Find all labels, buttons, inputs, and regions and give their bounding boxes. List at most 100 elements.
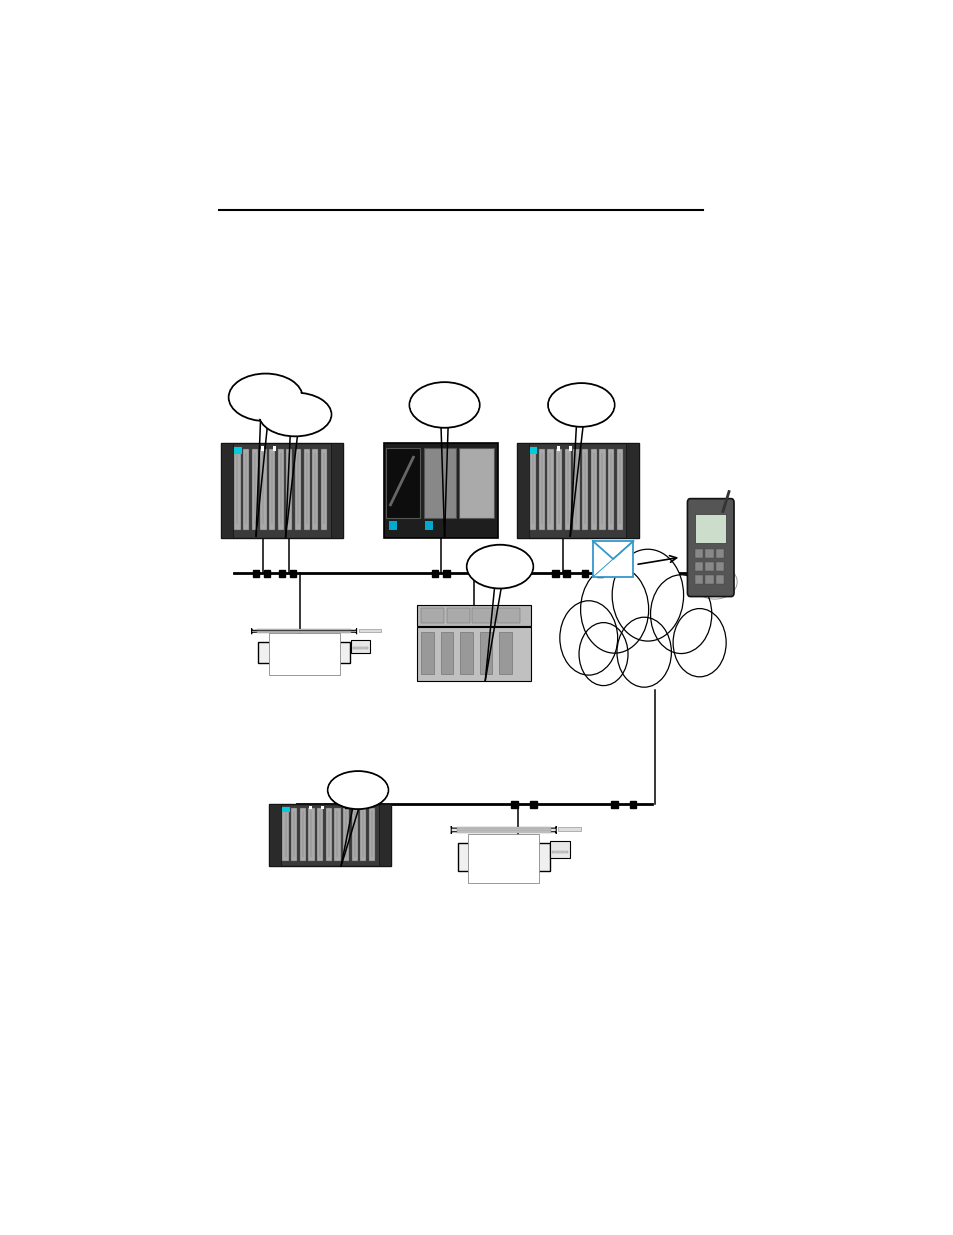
FancyBboxPatch shape [569,446,572,451]
FancyBboxPatch shape [573,448,578,530]
FancyBboxPatch shape [303,448,310,530]
FancyBboxPatch shape [695,562,702,571]
FancyBboxPatch shape [695,550,702,558]
FancyBboxPatch shape [704,574,713,584]
FancyBboxPatch shape [308,808,314,861]
FancyBboxPatch shape [385,448,420,519]
FancyBboxPatch shape [416,605,531,626]
FancyBboxPatch shape [261,446,264,451]
FancyBboxPatch shape [421,632,434,674]
FancyBboxPatch shape [695,514,725,543]
Ellipse shape [260,394,330,435]
Ellipse shape [258,393,331,436]
Circle shape [578,622,627,685]
FancyBboxPatch shape [342,808,349,861]
FancyBboxPatch shape [517,443,528,538]
FancyBboxPatch shape [282,808,289,861]
FancyBboxPatch shape [389,521,396,531]
FancyBboxPatch shape [351,640,370,653]
FancyBboxPatch shape [277,448,283,530]
FancyBboxPatch shape [517,443,638,538]
Ellipse shape [409,382,479,427]
FancyBboxPatch shape [460,632,473,674]
FancyBboxPatch shape [383,443,497,538]
FancyBboxPatch shape [695,574,702,584]
FancyBboxPatch shape [557,446,559,451]
FancyBboxPatch shape [715,550,723,558]
FancyBboxPatch shape [596,571,602,577]
FancyBboxPatch shape [456,827,550,829]
FancyBboxPatch shape [294,448,301,530]
FancyBboxPatch shape [288,636,319,640]
FancyBboxPatch shape [221,443,342,538]
FancyBboxPatch shape [278,571,285,577]
Circle shape [673,609,725,677]
FancyBboxPatch shape [530,448,536,530]
FancyBboxPatch shape [325,808,332,861]
FancyBboxPatch shape [358,629,381,632]
FancyBboxPatch shape [431,571,437,577]
FancyBboxPatch shape [345,802,352,808]
FancyBboxPatch shape [598,448,605,530]
Ellipse shape [467,547,532,587]
FancyBboxPatch shape [352,808,357,861]
Ellipse shape [466,545,533,589]
FancyBboxPatch shape [421,608,444,622]
FancyBboxPatch shape [260,448,266,530]
FancyBboxPatch shape [234,448,240,530]
FancyBboxPatch shape [616,448,622,530]
FancyBboxPatch shape [334,808,340,861]
Ellipse shape [549,385,613,425]
FancyBboxPatch shape [269,804,391,866]
FancyBboxPatch shape [312,448,318,530]
FancyBboxPatch shape [552,851,567,852]
FancyBboxPatch shape [269,448,274,530]
FancyBboxPatch shape [626,443,638,538]
FancyBboxPatch shape [511,802,517,808]
FancyBboxPatch shape [558,827,580,831]
Circle shape [580,566,648,653]
FancyBboxPatch shape [592,541,633,577]
FancyBboxPatch shape [360,808,366,861]
FancyBboxPatch shape [458,448,493,519]
FancyBboxPatch shape [440,632,453,674]
FancyBboxPatch shape [234,447,241,454]
FancyBboxPatch shape [498,632,511,674]
FancyBboxPatch shape [290,571,296,577]
FancyBboxPatch shape [253,571,259,577]
FancyBboxPatch shape [243,448,249,530]
FancyBboxPatch shape [556,448,561,530]
FancyBboxPatch shape [274,446,276,451]
FancyBboxPatch shape [457,844,549,872]
FancyBboxPatch shape [704,550,713,558]
FancyBboxPatch shape [715,562,723,571]
Ellipse shape [547,383,614,427]
FancyBboxPatch shape [456,830,550,831]
FancyBboxPatch shape [581,571,588,577]
FancyBboxPatch shape [456,831,550,832]
FancyBboxPatch shape [468,834,538,883]
FancyBboxPatch shape [550,841,569,858]
FancyBboxPatch shape [309,806,312,809]
FancyBboxPatch shape [590,448,597,530]
Circle shape [650,574,711,653]
FancyBboxPatch shape [321,806,324,809]
FancyBboxPatch shape [424,521,433,531]
Circle shape [612,550,683,641]
Ellipse shape [229,373,302,421]
FancyBboxPatch shape [488,837,518,841]
FancyBboxPatch shape [472,608,495,622]
FancyBboxPatch shape [629,802,636,808]
FancyBboxPatch shape [530,802,536,808]
FancyBboxPatch shape [264,571,270,577]
FancyBboxPatch shape [530,447,537,454]
FancyBboxPatch shape [378,804,391,866]
FancyBboxPatch shape [369,808,375,861]
Ellipse shape [328,771,388,809]
FancyBboxPatch shape [479,632,492,674]
FancyBboxPatch shape [552,571,558,577]
FancyBboxPatch shape [320,448,327,530]
Ellipse shape [329,773,387,808]
FancyBboxPatch shape [581,448,588,530]
FancyBboxPatch shape [423,448,456,519]
